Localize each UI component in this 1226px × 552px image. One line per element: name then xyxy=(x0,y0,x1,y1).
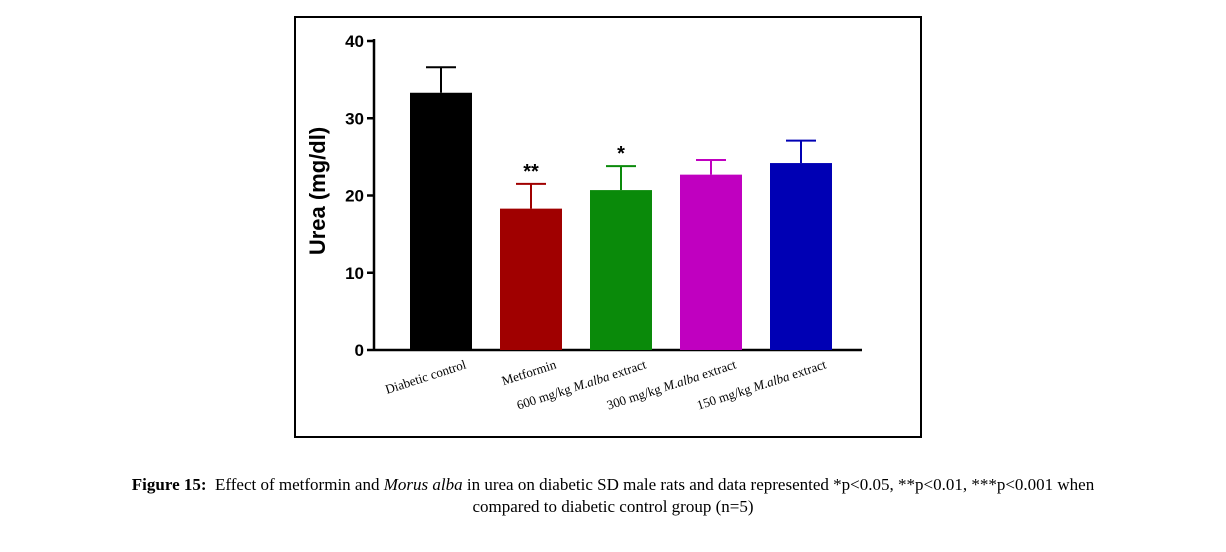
caption-species: Morus alba xyxy=(383,475,463,494)
y-tick-label: 30 xyxy=(345,109,364,128)
category-label: Diabetic control xyxy=(383,356,468,396)
category-label: Metformin xyxy=(500,356,559,388)
y-tick-label: 20 xyxy=(345,187,364,206)
caption-text-pre: Effect of metformin and xyxy=(215,475,384,494)
caption-line-2: compared to diabetic control group (n=5) xyxy=(472,497,754,516)
figure-frame: 0 10 20 30 40 ** * Diabetic control Metformin 6… xyxy=(294,16,922,438)
bar xyxy=(590,190,652,350)
bar xyxy=(770,163,832,350)
y-tick-label: 40 xyxy=(345,32,364,51)
bar xyxy=(680,174,742,350)
figure-caption: Figure 15: Effect of metformin and Morus… xyxy=(0,474,1226,518)
significance-label: * xyxy=(617,143,625,165)
y-tick-label: 0 xyxy=(355,341,364,360)
y-axis-label: Urea (mg/dl) xyxy=(305,127,330,255)
bar xyxy=(500,208,562,350)
caption-label: Figure 15: xyxy=(131,475,207,494)
significance-label: ** xyxy=(523,161,539,183)
caption-text-post: in urea on diabetic SD male rats and dat… xyxy=(462,475,1095,494)
y-tick-label: 10 xyxy=(345,264,364,283)
caption-line-1: Figure 15: Effect of metformin and Morus… xyxy=(0,474,1226,496)
bar xyxy=(410,92,472,350)
chart-bars: *** xyxy=(410,66,832,350)
